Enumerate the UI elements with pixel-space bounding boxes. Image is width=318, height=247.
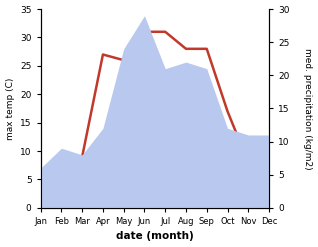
X-axis label: date (month): date (month) xyxy=(116,231,194,242)
Y-axis label: max temp (C): max temp (C) xyxy=(5,77,15,140)
Y-axis label: med. precipitation (kg/m2): med. precipitation (kg/m2) xyxy=(303,48,313,169)
